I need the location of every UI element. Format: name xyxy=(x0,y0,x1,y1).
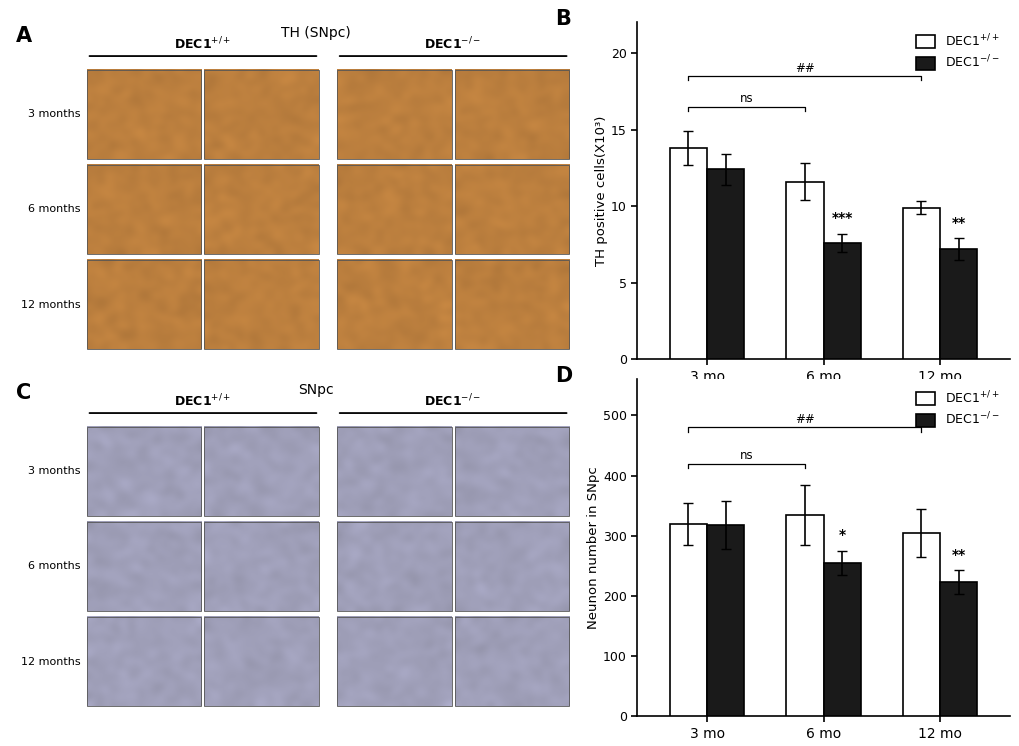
Bar xyxy=(940,249,976,359)
Bar xyxy=(706,525,744,716)
Bar xyxy=(204,165,319,254)
Bar xyxy=(336,69,451,159)
Bar xyxy=(786,181,822,359)
Bar xyxy=(902,207,940,359)
Bar xyxy=(204,617,319,706)
Bar xyxy=(87,522,202,611)
Bar xyxy=(940,582,976,716)
Text: D: D xyxy=(554,366,572,386)
Y-axis label: Neunon number in SNpc: Neunon number in SNpc xyxy=(587,466,599,629)
Bar xyxy=(336,165,451,254)
Text: 12 months: 12 months xyxy=(21,656,81,667)
Text: **: ** xyxy=(951,216,965,230)
Bar xyxy=(336,617,451,706)
Text: C: C xyxy=(16,383,32,403)
Bar xyxy=(822,562,860,716)
Bar xyxy=(204,260,319,349)
Text: 12 months: 12 months xyxy=(21,300,81,310)
Text: A: A xyxy=(16,26,33,46)
Bar xyxy=(454,427,569,515)
Bar xyxy=(902,533,940,716)
Y-axis label: TH positive cells(X10³): TH positive cells(X10³) xyxy=(595,116,607,266)
Bar xyxy=(87,427,202,515)
Text: ns: ns xyxy=(739,93,753,105)
Bar xyxy=(669,524,706,716)
Bar xyxy=(822,242,860,359)
Text: *: * xyxy=(838,528,845,542)
Text: 3 months: 3 months xyxy=(29,109,81,119)
Text: **: ** xyxy=(951,548,965,562)
Text: ***: *** xyxy=(830,211,852,225)
Bar xyxy=(204,522,319,611)
Bar xyxy=(204,427,319,515)
Text: DEC1$^{+/+}$: DEC1$^{+/+}$ xyxy=(174,393,231,410)
Text: 3 months: 3 months xyxy=(29,466,81,476)
Bar xyxy=(454,522,569,611)
Text: ##: ## xyxy=(794,62,814,75)
Bar xyxy=(706,169,744,359)
Bar xyxy=(786,515,822,716)
Legend: DEC1$^{+/+}$, DEC1$^{-/-}$: DEC1$^{+/+}$, DEC1$^{-/-}$ xyxy=(912,28,1003,75)
Text: B: B xyxy=(554,9,571,29)
Text: DEC1$^{-/-}$: DEC1$^{-/-}$ xyxy=(424,393,481,410)
Text: ##: ## xyxy=(794,413,814,426)
Bar xyxy=(454,165,569,254)
Bar xyxy=(87,69,202,159)
Bar xyxy=(454,69,569,159)
Text: SNpc: SNpc xyxy=(299,383,334,397)
Bar xyxy=(336,260,451,349)
Bar xyxy=(336,427,451,515)
Bar xyxy=(454,260,569,349)
Bar xyxy=(336,522,451,611)
Bar xyxy=(87,165,202,254)
Bar xyxy=(669,148,706,359)
Text: 6 months: 6 months xyxy=(29,562,81,571)
Text: TH (SNpc): TH (SNpc) xyxy=(281,26,351,40)
Bar xyxy=(87,260,202,349)
Text: DEC1$^{-/-}$: DEC1$^{-/-}$ xyxy=(424,36,481,53)
Bar xyxy=(204,69,319,159)
Legend: DEC1$^{+/+}$, DEC1$^{-/-}$: DEC1$^{+/+}$, DEC1$^{-/-}$ xyxy=(912,386,1003,431)
Text: DEC1$^{+/+}$: DEC1$^{+/+}$ xyxy=(174,36,231,53)
Text: 6 months: 6 months xyxy=(29,204,81,214)
Bar xyxy=(87,617,202,706)
Bar xyxy=(454,617,569,706)
Text: ns: ns xyxy=(739,449,753,463)
